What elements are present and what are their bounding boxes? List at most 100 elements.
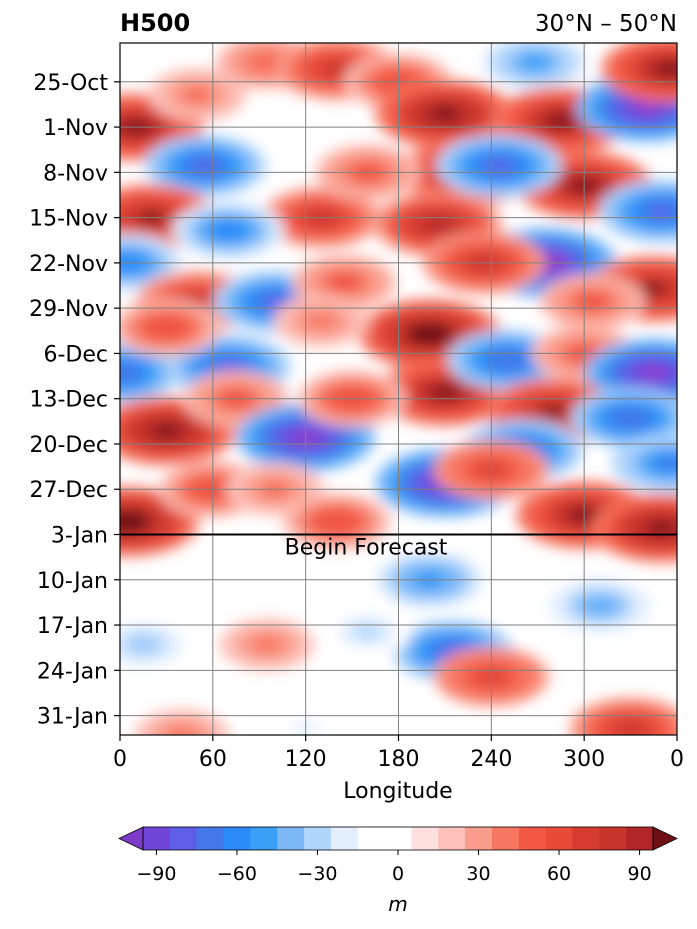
colorbar-swatch <box>491 827 520 850</box>
heatmap-cell <box>591 493 677 563</box>
heatmap-contour <box>433 386 457 398</box>
colorbar-swatch <box>599 827 627 850</box>
colorbar-title: m <box>388 892 407 916</box>
heatmap-cell <box>481 43 588 91</box>
heatmap-contour <box>360 627 375 636</box>
heatmap-contour <box>417 328 442 340</box>
heatmap-contour <box>583 297 601 307</box>
colorbar-swatch <box>223 827 251 850</box>
x-tick-label: 0 <box>670 747 684 772</box>
heatmap-cell <box>291 254 398 311</box>
heatmap-contour <box>189 90 206 100</box>
heatmap-cell <box>120 486 200 557</box>
heatmap-contour <box>651 205 673 217</box>
forecast-annotation: Begin Forecast <box>285 536 448 561</box>
heatmap-contour <box>135 640 152 649</box>
heatmap-contour <box>173 730 190 735</box>
y-tick-label: 17-Jan <box>37 614 108 639</box>
y-tick-label: 29-Nov <box>29 297 108 322</box>
y-tick-label: 24-Jan <box>37 659 108 684</box>
heatmap-contour <box>525 57 544 68</box>
heatmap-cell <box>539 273 645 330</box>
heatmap-cell <box>375 79 515 149</box>
colorbar-swatch <box>250 827 278 850</box>
heatmap-cell <box>120 299 221 357</box>
heatmap-contour <box>264 296 285 307</box>
x-tick-label: 240 <box>470 747 512 772</box>
colorbar-swatch <box>143 827 171 850</box>
heatmap-cell <box>172 201 285 260</box>
y-tick-label: 27-Dec <box>29 478 108 503</box>
heatmap-contour <box>335 277 354 287</box>
heatmap-cell <box>571 387 677 449</box>
heatmap-field <box>120 43 677 735</box>
heatmap-contour <box>649 522 674 534</box>
heatmap-cell <box>323 606 412 657</box>
heatmap-cell <box>120 396 237 466</box>
colorbar-swatch <box>384 827 412 850</box>
heatmap-cell <box>436 134 563 198</box>
colorbar-swatch <box>411 827 439 850</box>
heatmap-contour <box>154 425 179 437</box>
y-tick-label: 15-Nov <box>29 207 108 232</box>
heatmap-contour <box>620 413 641 424</box>
colorbar-tick-label: 0 <box>392 863 404 885</box>
heatmap-cell <box>273 295 369 347</box>
heatmap-contour <box>259 640 275 649</box>
heatmap-contour <box>542 406 565 418</box>
heatmap-contour <box>659 458 677 469</box>
y-tick-label: 31-Jan <box>37 705 108 730</box>
y-tick-label: 25-Oct <box>33 71 108 96</box>
heatmap-contour <box>157 322 176 333</box>
heatmap-cell <box>584 338 677 408</box>
colorbar-swatch <box>572 827 600 850</box>
heatmap-contour <box>634 101 658 114</box>
x-tick-label: 300 <box>563 747 605 772</box>
colorbar-swatch <box>626 827 654 850</box>
heatmap-contour <box>426 218 448 230</box>
title-right: 30°N – 50°N <box>535 11 677 37</box>
colorbar-swatch <box>330 827 359 850</box>
heatmap-cell <box>569 697 677 735</box>
heatmap-contour <box>194 160 216 172</box>
heatmap-contour <box>496 354 517 365</box>
y-tick-label: 8-Nov <box>43 161 108 186</box>
heatmap-contour <box>120 515 140 528</box>
colorbar-swatch <box>196 827 225 850</box>
heatmap-contour <box>549 115 573 127</box>
x-tick-label: 120 <box>285 747 327 772</box>
colorbar-tick-label: 90 <box>627 863 651 885</box>
x-tick-label: 0 <box>113 747 127 772</box>
x-tick-label: 180 <box>378 747 420 772</box>
heatmap-contour <box>313 316 330 326</box>
colorbar-tick-label: 60 <box>547 863 571 885</box>
heatmap-cell <box>120 618 191 671</box>
heatmap-contour <box>433 108 457 120</box>
colorbar-tick-label: −60 <box>217 863 257 885</box>
colorbar-swatch <box>438 827 466 850</box>
y-tick-label: 13-Dec <box>29 388 108 413</box>
colorbar-swatch <box>169 827 198 850</box>
heatmap-cell <box>120 342 180 404</box>
colorbar-swatch <box>518 827 547 850</box>
heatmap-contour <box>620 723 641 734</box>
x-tick-label: 60 <box>199 747 227 772</box>
y-axis-ticks: 25-Oct 1-Nov 8-Nov 15-Nov 22-Nov 29-Nov 6-Dec 1… <box>29 71 120 730</box>
heatmap-contour <box>642 367 666 379</box>
colorbar-tick-label: −90 <box>136 863 176 885</box>
colorbar-tick-label: 30 <box>466 863 490 885</box>
title-left: H500 <box>120 9 190 37</box>
heatmap-cell <box>548 578 651 633</box>
colorbar-swatch <box>277 827 305 850</box>
heatmap-cell <box>143 134 267 197</box>
heatmap-cell <box>601 43 677 103</box>
heatmap-contour <box>217 361 239 372</box>
y-tick-label: 10-Jan <box>37 569 108 594</box>
y-tick-label: 20-Dec <box>29 433 108 458</box>
heatmap-cell <box>282 493 392 551</box>
colorbar: −90 −60 −30 0 30 60 90 <box>118 826 678 885</box>
colorbar-tick-label: −30 <box>297 863 337 885</box>
colorbar-swatch <box>465 827 493 850</box>
y-tick-label: 22-Nov <box>29 252 108 277</box>
